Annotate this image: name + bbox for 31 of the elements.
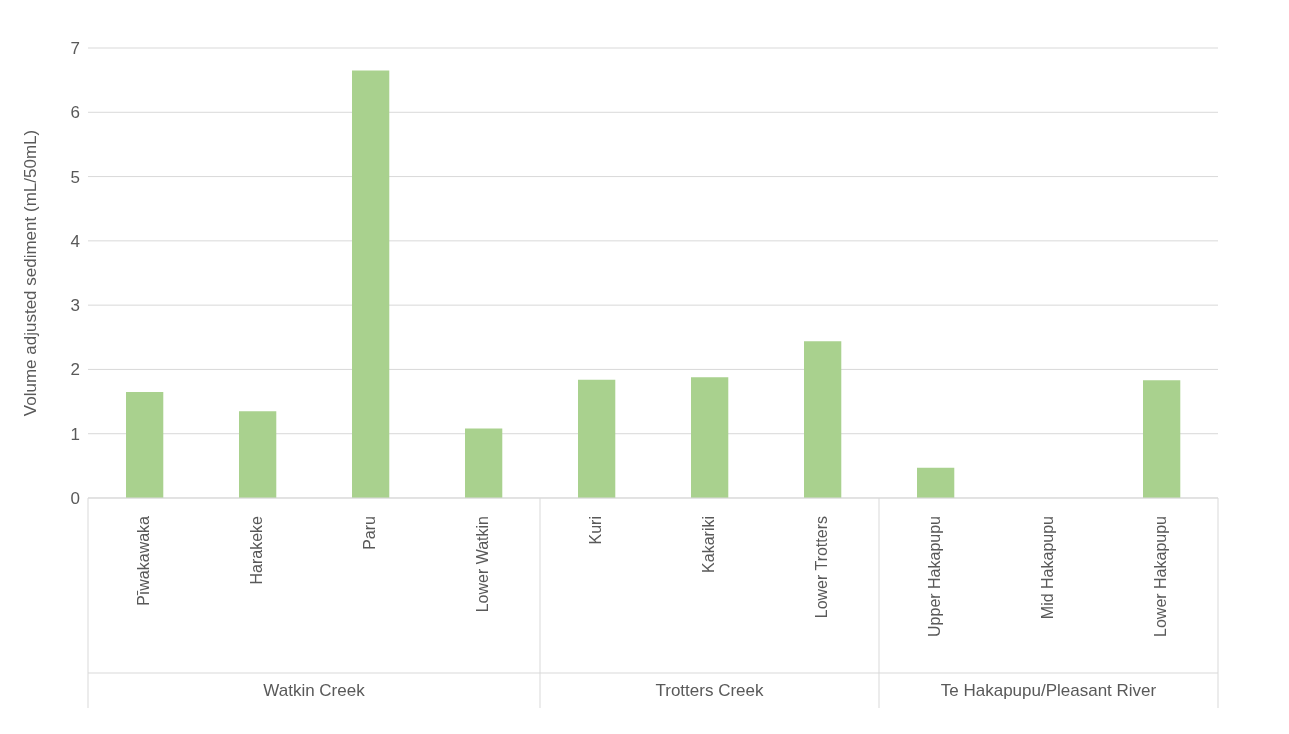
bar [126, 391, 164, 498]
bar [465, 428, 503, 498]
text: Trotters Creek [655, 681, 764, 700]
bar [691, 377, 729, 498]
x-tick-label: Kuri [586, 516, 604, 545]
y-tick-label: 3 [70, 296, 80, 316]
x-tick-label: Harakeke [247, 515, 265, 585]
x-tick-label: Lower Hakapupu [1151, 516, 1169, 637]
x-tick-label: Paru [360, 516, 378, 550]
x-tick-label: Pīwakawaka [134, 515, 152, 606]
text: Te Hakapupu/Pleasant River [940, 681, 1157, 700]
y-tick-label: 5 [70, 167, 80, 187]
x-tick-label: Upper Hakapupu [925, 516, 943, 637]
y-tick-label: 7 [70, 39, 80, 59]
x-tick-label: Lower Watkin [473, 516, 491, 613]
bar [239, 411, 277, 498]
bar [804, 341, 842, 498]
y-tick-label: 4 [70, 231, 80, 251]
y-tick-label: 2 [70, 360, 80, 380]
y-tick-label: 1 [70, 424, 80, 444]
bar [352, 70, 390, 498]
y-axis-title: Volume adjusted sediment (mL/50mL) [21, 129, 41, 417]
text: Watkin Creek [263, 681, 366, 700]
bar [578, 379, 616, 498]
y-tick-label: 6 [70, 103, 80, 123]
y-tick-label: 0 [70, 489, 80, 509]
bar [917, 467, 955, 498]
x-tick-label: Mid Hakapupu [1038, 516, 1056, 620]
bar [1143, 380, 1181, 498]
x-tick-label: Lower Trotters [812, 516, 830, 619]
x-tick-label: Kakariki [699, 516, 717, 573]
